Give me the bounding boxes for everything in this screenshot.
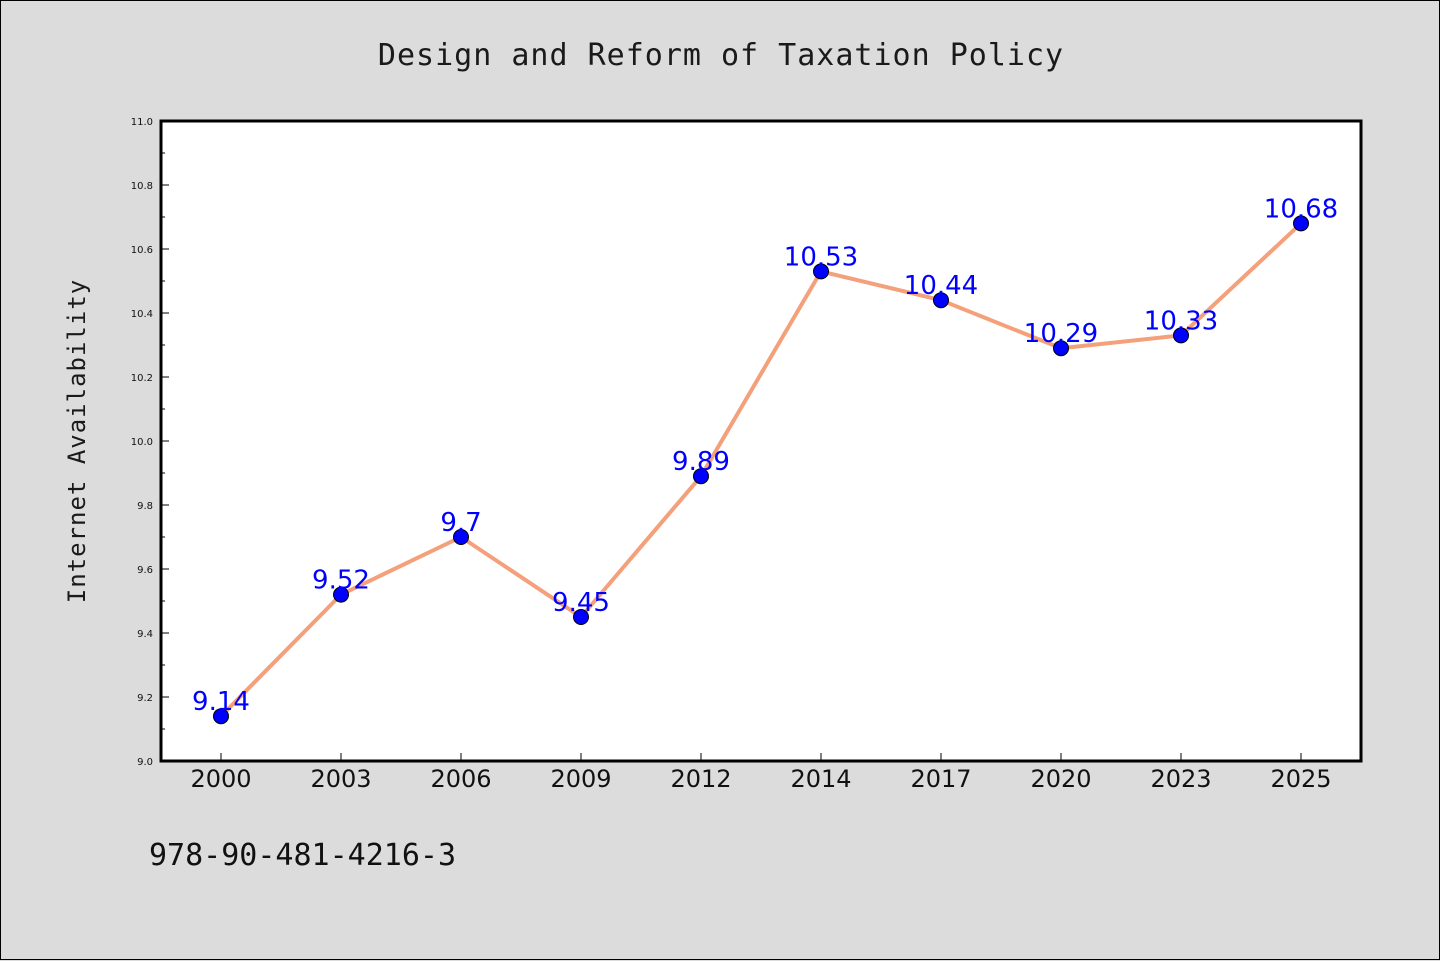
series-line bbox=[219, 221, 1303, 719]
y-tick-label: 9.8 bbox=[137, 501, 153, 512]
chart-title: Design and Reform of Taxation Policy bbox=[378, 38, 1064, 73]
plot-area bbox=[159, 119, 1363, 763]
x-tick-label: 2000 bbox=[190, 765, 251, 793]
x-tick-label: 2003 bbox=[310, 765, 371, 793]
y-tick-label: 9.2 bbox=[137, 693, 153, 704]
data-label: 9.14 bbox=[192, 687, 250, 717]
data-label: 10.53 bbox=[784, 242, 858, 272]
y-tick-label: 10.6 bbox=[131, 245, 153, 256]
y-axis-label: Internet Availability bbox=[63, 279, 91, 603]
data-label: 9.89 bbox=[672, 447, 730, 477]
data-point bbox=[933, 292, 949, 309]
y-axis: 9.0 9.2 9.4 9.6 9.8 10.0 10.2 10.4 10.6 10.8 11.0 bbox=[131, 117, 169, 768]
data-label: 10.44 bbox=[904, 271, 978, 301]
x-axis: 2000 2003 2006 2009 2012 2014 2017 2020 2023 2025 bbox=[190, 753, 1332, 793]
y-tick-label: 10.0 bbox=[131, 437, 153, 448]
x-tick-label: 2017 bbox=[910, 765, 971, 793]
data-point bbox=[1173, 327, 1189, 344]
y-tick-label: 10.2 bbox=[131, 373, 153, 384]
data-point bbox=[573, 609, 589, 625]
data-label: 9.52 bbox=[312, 566, 370, 596]
y-tick-label: 9.6 bbox=[137, 565, 153, 576]
series-group: 9.14 9.52 9.7 9.45 9.89 10.53 10.44 10.29 10.33 1… bbox=[192, 194, 1338, 725]
data-label: 10.29 bbox=[1024, 319, 1098, 349]
x-tick-label: 2009 bbox=[550, 765, 611, 793]
data-label: 10.68 bbox=[1264, 194, 1338, 224]
footnote-isbn: 978-90-481-4216-3 bbox=[149, 838, 456, 873]
y-tick-label: 10.4 bbox=[131, 309, 153, 320]
y-tick-label: 9.4 bbox=[137, 629, 153, 640]
data-point bbox=[1293, 215, 1309, 232]
x-tick-label: 2023 bbox=[1150, 765, 1211, 793]
data-point bbox=[693, 468, 709, 485]
y-tick-label: 9.0 bbox=[137, 757, 153, 768]
data-label: 10.33 bbox=[1144, 306, 1218, 336]
data-label: 9.7 bbox=[440, 508, 481, 538]
x-tick-label: 2020 bbox=[1030, 765, 1091, 793]
data-point bbox=[1053, 340, 1069, 357]
y-tick-label: 11.0 bbox=[131, 117, 153, 128]
data-point bbox=[213, 708, 229, 725]
data-point bbox=[333, 586, 349, 603]
x-tick-label: 2012 bbox=[670, 765, 731, 793]
data-point bbox=[453, 529, 469, 545]
data-point bbox=[813, 263, 829, 280]
x-tick-label: 2025 bbox=[1270, 765, 1331, 793]
data-label: 9.45 bbox=[552, 588, 610, 618]
y-tick-label: 10.8 bbox=[131, 181, 153, 192]
x-tick-label: 2014 bbox=[790, 765, 851, 793]
x-tick-label: 2006 bbox=[430, 765, 491, 793]
